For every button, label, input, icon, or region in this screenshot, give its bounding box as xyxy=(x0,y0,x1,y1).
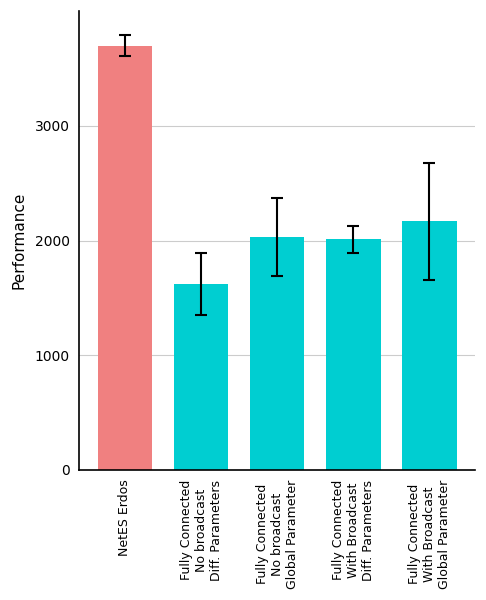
Bar xyxy=(98,46,152,470)
Bar xyxy=(402,221,457,470)
Y-axis label: Performance: Performance xyxy=(11,192,26,289)
Bar xyxy=(174,284,228,470)
Bar xyxy=(326,239,381,470)
Bar xyxy=(250,237,304,470)
